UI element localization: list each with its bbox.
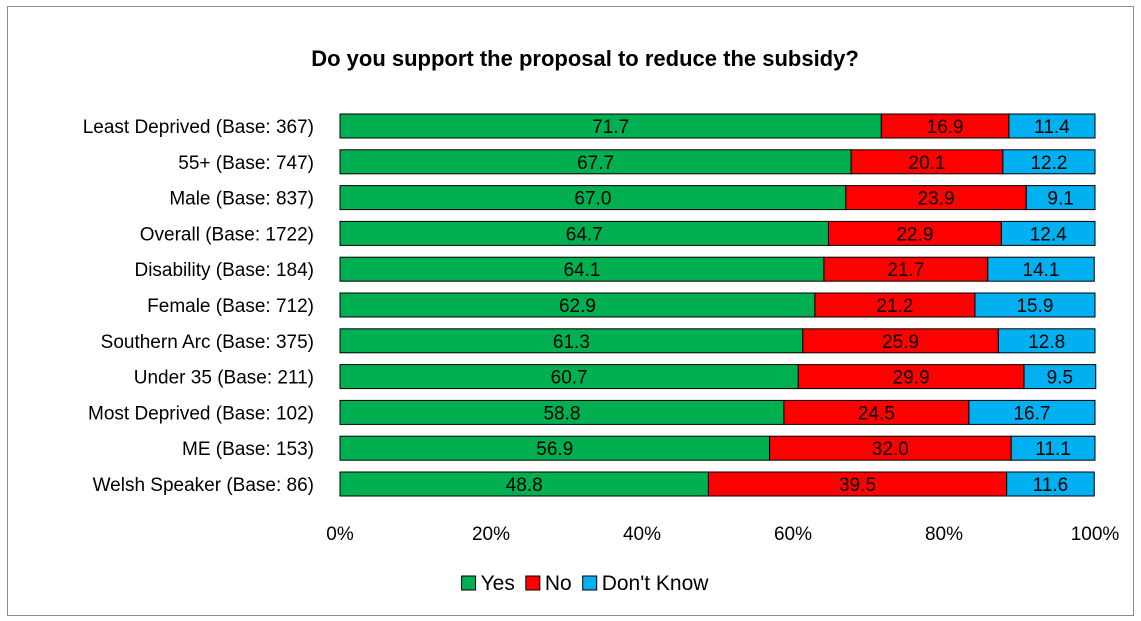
legend-swatch-don-t-know — [582, 575, 598, 591]
data-label-yes-me-base-153: 56.9 — [536, 439, 573, 460]
bar-no-least-deprived-base-367 — [880, 113, 1010, 139]
legend: Yes No Don't Know — [461, 572, 710, 595]
data-label-no-female-base-712: 21.2 — [876, 296, 913, 317]
data-label-don-t-know-me-base-153: 11.1 — [1035, 439, 1071, 460]
category-label-male-base-837: Male (Base: 837) — [169, 189, 314, 210]
data-label-don-t-know-male-base-837: 9.1 — [1047, 189, 1073, 210]
category-label-disability-base-184: Disability (Base: 184) — [134, 260, 314, 281]
bar-yes-under-35-base-211 — [339, 364, 799, 390]
data-label-yes-female-base-712: 62.9 — [559, 296, 596, 317]
bar-yes-disability-base-184 — [339, 256, 825, 282]
data-label-yes-southern-arc-base-375: 61.3 — [553, 332, 590, 353]
bar-yes-southern-arc-base-375 — [339, 328, 804, 354]
data-label-no-me-base-153: 32.0 — [872, 439, 909, 460]
data-label-yes-most-deprived-base-102: 58.8 — [543, 403, 580, 424]
data-label-no-welsh-speaker-base-86: 39.5 — [839, 475, 876, 496]
bar-don-t-know-overall-base-1722 — [1000, 220, 1096, 246]
legend-swatch-no — [525, 575, 541, 591]
data-label-no-male-base-837: 23.9 — [918, 189, 955, 210]
data-label-don-t-know-southern-arc-base-375: 12.8 — [1028, 332, 1065, 353]
bars-layer: 71.7 16.9 11.4 67.7 20.1 12.2 67.0 23.9 9.1 64.7 2… — [339, 113, 1097, 497]
bar-yes-male-base-837 — [339, 185, 847, 211]
category-label-female-base-712: Female (Base: 712) — [147, 296, 314, 317]
bar-don-t-know-female-base-712 — [974, 292, 1096, 318]
data-label-no-least-deprived-base-367: 16.9 — [927, 117, 964, 138]
x-tick-label: 40% — [623, 524, 661, 545]
chart-title: Do you support the proposal to reduce th… — [311, 46, 859, 71]
legend-swatch-yes — [461, 575, 477, 591]
x-tick-label: 80% — [925, 524, 963, 545]
data-label-no-most-deprived-base-102: 24.5 — [858, 403, 895, 424]
data-label-yes-least-deprived-base-367: 71.7 — [592, 117, 629, 138]
bar-don-t-know-welsh-speaker-base-86 — [1006, 471, 1095, 497]
legend-label-no: No — [545, 572, 572, 595]
data-label-yes-55-base-747: 67.7 — [577, 153, 614, 174]
data-label-no-disability-base-184: 21.7 — [887, 260, 924, 281]
category-label-under-35-base-211: Under 35 (Base: 211) — [134, 368, 314, 389]
data-label-yes-welsh-speaker-base-86: 48.8 — [506, 475, 543, 496]
data-label-no-55-base-747: 20.1 — [909, 153, 946, 174]
bar-don-t-know-me-base-153 — [1010, 435, 1096, 461]
bar-don-t-know-least-deprived-base-367 — [1008, 113, 1096, 139]
bar-yes-me-base-153 — [339, 435, 771, 461]
legend-label-yes: Yes — [481, 572, 515, 595]
data-label-yes-under-35-base-211: 60.7 — [551, 368, 588, 389]
bar-no-male-base-837 — [845, 185, 1027, 211]
data-label-don-t-know-overall-base-1722: 12.4 — [1030, 224, 1067, 245]
x-tick-label: 60% — [774, 524, 812, 545]
category-labels: Least Deprived (Base: 367) 55+ (Base: 747… — [83, 117, 314, 496]
data-label-yes-overall-base-1722: 64.7 — [566, 224, 603, 245]
category-label-overall-base-1722: Overall (Base: 1722) — [140, 224, 314, 245]
category-label-55-base-747: 55+ (Base: 747) — [178, 153, 314, 174]
bar-don-t-know-male-base-837 — [1025, 185, 1096, 211]
x-tick-label: 100% — [1071, 524, 1120, 545]
category-label-southern-arc-base-375: Southern Arc (Base: 375) — [101, 332, 314, 353]
bar-yes-55-base-747 — [339, 149, 852, 175]
bar-don-t-know-disability-base-184 — [987, 256, 1095, 282]
category-label-least-deprived-base-367: Least Deprived (Base: 367) — [83, 117, 314, 138]
x-axis-ticks: 0% 20% 40% 60% 80% 100% — [326, 524, 1119, 545]
data-label-don-t-know-female-base-712: 15.9 — [1016, 296, 1053, 317]
bar-yes-female-base-712 — [339, 292, 816, 318]
data-label-no-under-35-base-211: 29.9 — [893, 368, 930, 389]
bar-no-southern-arc-base-375 — [802, 328, 999, 354]
data-label-yes-male-base-837: 67.0 — [574, 189, 611, 210]
bar-don-t-know-55-base-747 — [1002, 149, 1096, 175]
x-tick-label: 20% — [472, 524, 510, 545]
bar-no-55-base-747 — [850, 149, 1004, 175]
category-label-welsh-speaker-base-86: Welsh Speaker (Base: 86) — [93, 475, 314, 496]
data-label-don-t-know-55-base-747: 12.2 — [1030, 153, 1067, 174]
data-label-don-t-know-most-deprived-base-102: 16.7 — [1013, 403, 1050, 424]
data-label-don-t-know-welsh-speaker-base-86: 11.6 — [1033, 475, 1069, 496]
data-label-no-overall-base-1722: 22.9 — [896, 224, 933, 245]
bar-don-t-know-most-deprived-base-102 — [968, 399, 1096, 425]
bar-don-t-know-under-35-base-211 — [1023, 364, 1097, 390]
bar-don-t-know-southern-arc-base-375 — [997, 328, 1096, 354]
bar-no-female-base-712 — [814, 292, 976, 318]
bar-no-overall-base-1722 — [827, 220, 1002, 246]
data-label-yes-disability-base-184: 64.1 — [563, 260, 600, 281]
bar-yes-least-deprived-base-367 — [339, 113, 882, 139]
bar-no-most-deprived-base-102 — [783, 399, 970, 425]
category-label-most-deprived-base-102: Most Deprived (Base: 102) — [88, 403, 314, 424]
category-label-me-base-153: ME (Base: 153) — [182, 439, 314, 460]
data-label-don-t-know-under-35-base-211: 9.5 — [1047, 368, 1073, 389]
data-label-don-t-know-disability-base-184: 14.1 — [1023, 260, 1060, 281]
data-label-no-southern-arc-base-375: 25.9 — [882, 332, 919, 353]
data-label-don-t-know-least-deprived-base-367: 11.4 — [1034, 117, 1070, 138]
x-tick-label: 0% — [326, 524, 354, 545]
legend-label-don-t-know: Don't Know — [602, 572, 710, 595]
